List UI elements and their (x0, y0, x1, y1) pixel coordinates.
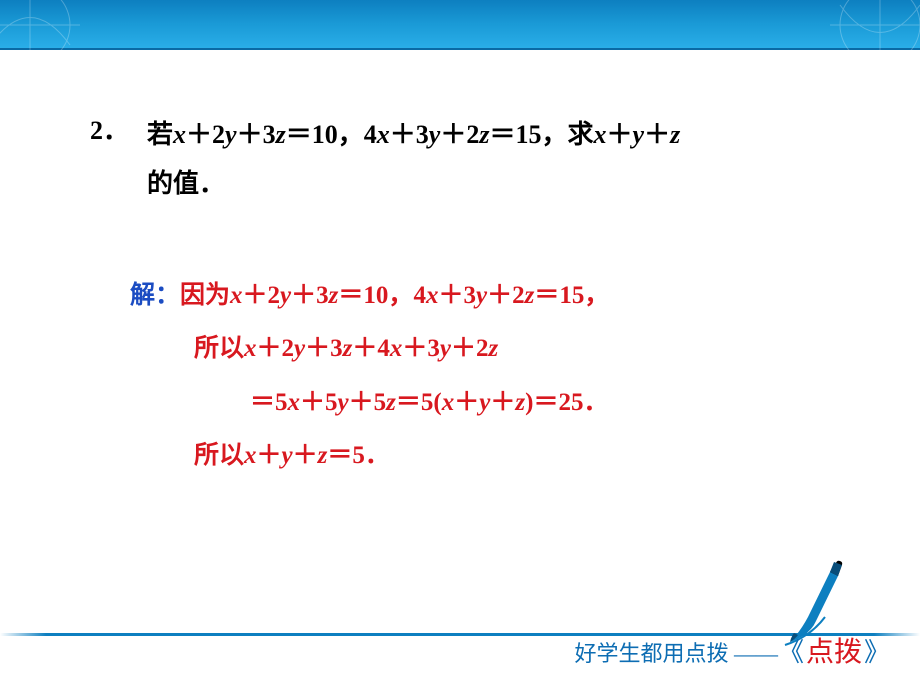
solution-line-2: 所以x＋2y＋3z＋4x＋3y＋2z (130, 322, 860, 376)
top-banner (0, 0, 920, 50)
problem: 2． 若x＋2y＋3z＝10，4x＋3y＋2z＝15，求x＋y＋z 的值． (90, 110, 860, 209)
solution-line-3: ＝5x＋5y＋5z＝5(x＋y＋z)＝25． (130, 376, 860, 430)
solution-label: 解： (130, 281, 180, 309)
bracket-open: 《 (778, 632, 804, 669)
slide-content: 2． 若x＋2y＋3z＝10，4x＋3y＋2z＝15，求x＋y＋z 的值． 解：… (90, 110, 860, 483)
problem-text: 若x＋2y＋3z＝10，4x＋3y＋2z＝15，求x＋y＋z 的值． (147, 110, 680, 209)
banner-decor-left (0, 0, 180, 50)
footer-brand: 点拨 (806, 630, 862, 670)
solution-line-1: 解：因为x＋2y＋3z＝10，4x＋3y＋2z＝15， (130, 269, 860, 323)
bracket-close: 》 (864, 632, 890, 669)
solution: 解：因为x＋2y＋3z＝10，4x＋3y＋2z＝15， 所以x＋2y＋3z＋4x… (130, 269, 860, 483)
footer-text: 好学生都用点拨 —— 《 点拨 》 (574, 630, 890, 670)
problem-line2: 的值． (147, 168, 225, 198)
problem-number: 2． (90, 110, 129, 147)
solution-line-4: 所以x＋y＋z＝5． (130, 429, 860, 483)
text-prefix: 若 (147, 119, 173, 149)
footer: 好学生都用点拨 —— 《 点拨 》 (0, 612, 920, 682)
footer-slogan: 好学生都用点拨 —— (574, 636, 778, 668)
banner-decor-right (740, 0, 920, 50)
